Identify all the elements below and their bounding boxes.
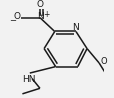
Text: −: − [9, 16, 16, 25]
Text: HN: HN [22, 75, 35, 84]
Text: O: O [36, 0, 43, 9]
Text: N: N [37, 12, 44, 21]
Text: +: + [42, 10, 49, 19]
Text: O: O [13, 12, 20, 21]
Text: O: O [100, 57, 106, 66]
Text: N: N [72, 23, 79, 32]
